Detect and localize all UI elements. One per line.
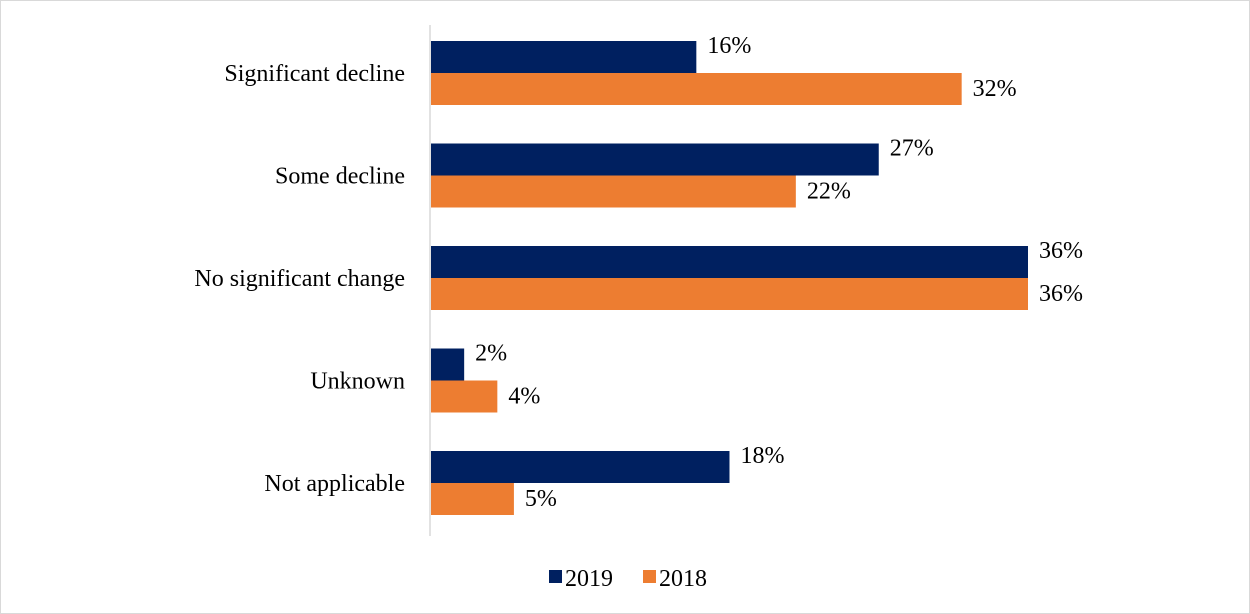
category-label-no-significant-change: No significant change bbox=[194, 266, 405, 292]
legend-swatch-2019 bbox=[549, 570, 562, 583]
data-labels: 16% 32% 27% 22% 36% 36% 2%4% 18% 5% bbox=[475, 33, 1083, 512]
legend-swatch-2018 bbox=[643, 570, 656, 583]
legend-label-2019: 2019 bbox=[565, 566, 613, 592]
data-label-2019-significant-decline: 16% bbox=[707, 33, 751, 59]
data-label-2018-unknown: 4% bbox=[508, 384, 540, 410]
bar-2019-not-applicable bbox=[431, 451, 730, 483]
category-label-significant-decline: Significant decline bbox=[224, 61, 405, 87]
bar-2018-some-decline bbox=[431, 175, 796, 208]
category-label-some-decline: Some decline bbox=[275, 164, 405, 190]
bar-2019-some-decline bbox=[431, 143, 879, 176]
bar-2019-significant-decline bbox=[431, 41, 697, 73]
bar-2018-significant-decline bbox=[431, 73, 962, 105]
data-label-2019-no-significant-change: 36% bbox=[1039, 238, 1083, 264]
data-label-2019-some-decline: 27% bbox=[890, 136, 934, 162]
legend-label-2018: 2018 bbox=[659, 566, 707, 592]
bar-2018-not-applicable bbox=[431, 483, 514, 515]
category-label-not-applicable: Not applicable bbox=[264, 471, 405, 497]
data-label-2019-not-applicable: 18% bbox=[741, 443, 785, 469]
bar-2019-unknown bbox=[431, 348, 465, 381]
bar-2019-no-significant-change bbox=[431, 246, 1028, 278]
category-labels: Significant decline Some decline No signif… bbox=[194, 61, 405, 497]
data-label-2018-not-applicable: 5% bbox=[525, 486, 557, 512]
bar-2018-no-significant-change bbox=[431, 278, 1028, 310]
legend: 2019 2018 bbox=[549, 566, 707, 592]
data-label-2018-significant-decline: 32% bbox=[973, 76, 1017, 102]
bars-layer bbox=[431, 41, 1028, 515]
bar-2018-unknown bbox=[431, 380, 498, 413]
data-label-2019-unknown: 2% bbox=[475, 341, 507, 367]
category-label-unknown: Unknown bbox=[310, 369, 405, 395]
data-label-2018-no-significant-change: 36% bbox=[1039, 281, 1083, 307]
data-label-2018-some-decline: 22% bbox=[807, 179, 851, 205]
